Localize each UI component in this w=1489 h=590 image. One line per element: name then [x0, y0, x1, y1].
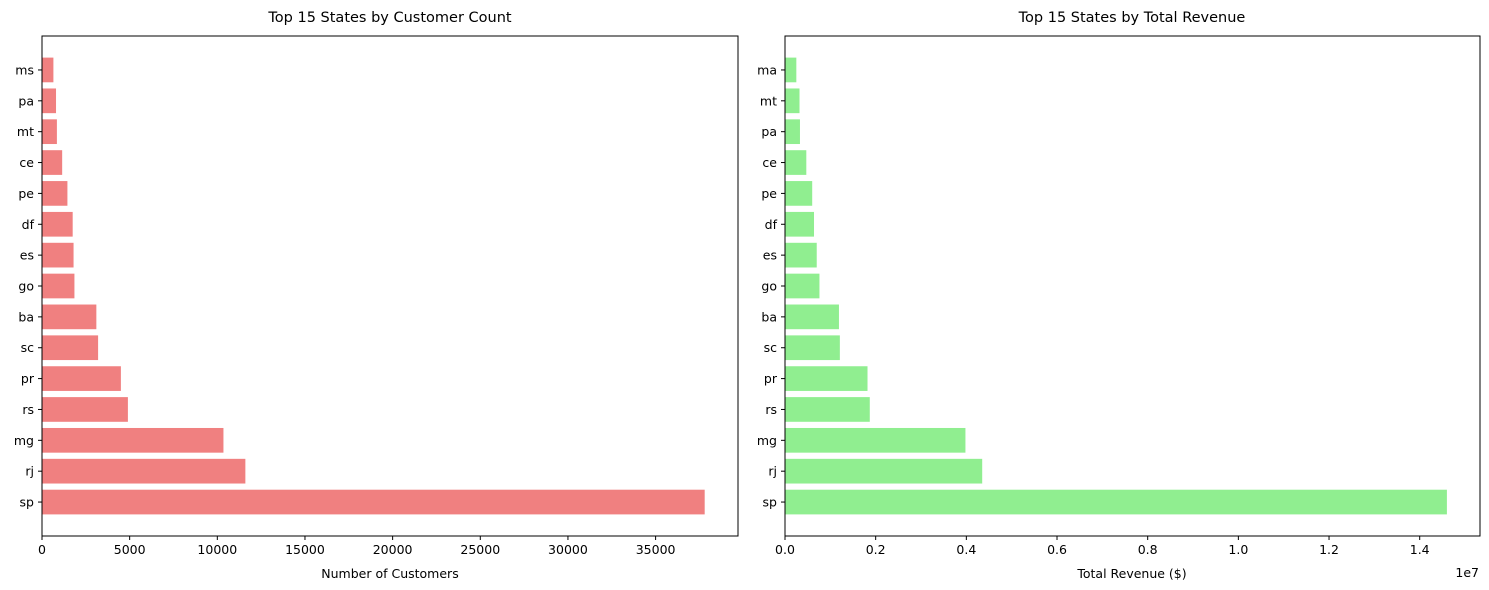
y-tick-label: pe [761, 186, 777, 201]
y-tick-label: df [22, 217, 35, 232]
x-tick-label: 15000 [285, 542, 325, 557]
x-tick-label: 20000 [373, 542, 413, 557]
y-tick-label: ce [19, 155, 34, 170]
plot-frame [41, 35, 739, 537]
x-tick-label: 0.4 [956, 542, 976, 557]
x-tick-label: 1.4 [1410, 542, 1430, 557]
x-tick-label: 1.2 [1319, 542, 1339, 557]
y-tick-label: go [761, 279, 777, 294]
y-tick-label: pe [18, 186, 34, 201]
y-tick-label: ma [757, 62, 777, 77]
x-tick-label: 30000 [548, 542, 588, 557]
x-tick-label: 0.2 [866, 542, 886, 557]
y-tick-label: es [763, 248, 777, 263]
bar-pr [785, 366, 868, 391]
bar-pe [785, 181, 813, 206]
y-tick-label: mt [760, 93, 777, 108]
y-tick-label: es [20, 248, 34, 263]
y-tick-label: ba [18, 309, 34, 324]
bar-ms [42, 57, 54, 83]
x-axis-label: Total Revenue ($) [1076, 566, 1186, 581]
y-tick-label: sp [763, 495, 778, 510]
y-tick-label: pr [764, 371, 778, 386]
y-tick-label: sc [764, 340, 778, 355]
y-tick-label: ce [762, 155, 777, 170]
x-tick-label: 35000 [636, 542, 676, 557]
y-tick-label: sc [21, 340, 35, 355]
bar-ce [42, 150, 63, 175]
customer-count-chart: Top 15 States by Customer Count Number o… [14, 10, 739, 581]
bar-sp [42, 489, 705, 515]
y-tick-label: ms [15, 62, 34, 77]
bar-pa [42, 88, 57, 114]
bar-sp [785, 489, 1447, 515]
bar-pe [42, 181, 68, 206]
y-tick-label: rs [22, 402, 34, 417]
total-revenue-chart: Top 15 States by Total Revenue Total Rev… [757, 10, 1481, 581]
axis-offset-text: 1e7 [1455, 565, 1479, 580]
chart-title: Top 15 States by Total Revenue [1018, 10, 1246, 26]
x-tick-label: 0.0 [775, 542, 795, 557]
bar-go [42, 273, 75, 299]
y-tick-label: pa [18, 93, 34, 108]
x-tick-label: 10000 [197, 542, 237, 557]
bar-ba [785, 304, 839, 330]
bar-ce [785, 150, 807, 175]
bar-rj [42, 458, 246, 484]
y-tick-label: mg [14, 433, 34, 448]
bar-sc [785, 335, 840, 361]
chart-title: Top 15 States by Customer Count [267, 10, 511, 26]
x-tick-label: 0 [38, 542, 46, 557]
bar-go [785, 273, 820, 299]
x-tick-label: 5000 [114, 542, 146, 557]
bar-pa [785, 119, 800, 145]
bar-es [785, 242, 817, 268]
bar-mg [785, 427, 966, 453]
bar-ma [785, 57, 797, 83]
bar-pr [42, 366, 121, 391]
bar-es [42, 242, 74, 268]
y-tick-label: ba [761, 309, 777, 324]
y-tick-label: rj [768, 464, 777, 479]
y-tick-label: mg [757, 433, 777, 448]
bar-rs [785, 397, 870, 422]
x-tick-label: 0.6 [1047, 542, 1067, 557]
bar-mg [42, 427, 224, 453]
bar-df [785, 211, 815, 237]
y-tick-label: sp [20, 495, 35, 510]
bar-ba [42, 304, 97, 330]
y-tick-label: go [18, 279, 34, 294]
x-axis-label: Number of Customers [321, 566, 458, 581]
bar-df [42, 211, 73, 237]
plot-frame [784, 35, 1481, 537]
bar-sc [42, 335, 99, 361]
bar-mt [42, 119, 57, 145]
x-tick-label: 1.0 [1228, 542, 1248, 557]
x-tick-label: 25000 [460, 542, 500, 557]
y-tick-label: df [765, 217, 778, 232]
y-tick-label: pa [761, 124, 777, 139]
y-tick-label: rj [25, 464, 34, 479]
bar-rs [42, 397, 128, 422]
bar-mt [785, 88, 800, 114]
y-tick-label: mt [17, 124, 34, 139]
y-tick-label: pr [21, 371, 35, 386]
y-tick-label: rs [765, 402, 777, 417]
x-tick-label: 0.8 [1138, 542, 1158, 557]
bar-rj [785, 458, 983, 484]
